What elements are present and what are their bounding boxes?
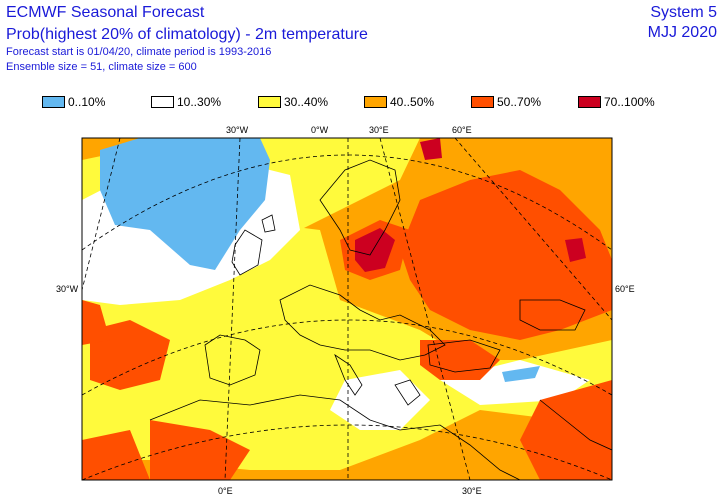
region-blue-greenland bbox=[100, 138, 270, 270]
legend-item-0-10: 0..10% bbox=[42, 95, 105, 109]
legend-item-10-30: 10..30% bbox=[151, 95, 221, 109]
legend-swatch bbox=[258, 96, 281, 108]
map-title: ECMWF Seasonal Forecast bbox=[6, 4, 205, 21]
lon-label-top-30e: 30°E bbox=[369, 125, 389, 135]
legend: 0..10% 10..30% 30..40% 40..50% 50..70% 7… bbox=[0, 92, 725, 112]
graticule-parallel-south bbox=[82, 424, 612, 480]
legend-label: 10..30% bbox=[177, 95, 222, 109]
legend-item-40-50: 40..50% bbox=[364, 95, 434, 109]
graticule-meridian-30e bbox=[379, 138, 471, 480]
forecast-period-label: MJJ 2020 bbox=[647, 24, 717, 41]
map-frame bbox=[81, 137, 613, 481]
coast-british-isles bbox=[231, 229, 263, 276]
caspian-lake bbox=[502, 366, 540, 382]
legend-label: 0..10% bbox=[68, 95, 106, 109]
coastlines bbox=[149, 159, 612, 480]
legend-label: 40..50% bbox=[390, 95, 435, 109]
region-redorange-w-edge bbox=[82, 300, 110, 345]
graticule bbox=[82, 138, 612, 480]
lon-label-right-60e: 60°E bbox=[615, 284, 635, 294]
lon-label-top-60e: 60°E bbox=[452, 125, 472, 135]
legend-label: 30..40% bbox=[284, 95, 329, 109]
graticule-meridian-60e bbox=[454, 138, 612, 321]
lon-label-bottom-30e: 30°E bbox=[462, 486, 482, 496]
region-redorange-sw bbox=[150, 420, 250, 480]
region-white-central bbox=[330, 370, 430, 430]
legend-swatch bbox=[578, 96, 601, 108]
legend-item-30-40: 30..40% bbox=[258, 95, 328, 109]
forecast-start-info: Forecast start is 01/04/20, climate peri… bbox=[6, 46, 272, 58]
coast-europe bbox=[279, 284, 446, 361]
lon-label-bottom-0e: 0°E bbox=[218, 486, 233, 496]
region-redorange-blacksea bbox=[420, 340, 500, 380]
coast-caspian-north bbox=[519, 299, 586, 331]
coast-iberia bbox=[204, 334, 261, 386]
coast-arabia bbox=[539, 399, 612, 451]
lon-label-top-30w: 30°W bbox=[226, 125, 249, 135]
ensemble-size-info: Ensemble size = 51, climate size = 600 bbox=[6, 61, 197, 73]
legend-item-50-70: 50..70% bbox=[471, 95, 541, 109]
legend-label: 50..70% bbox=[497, 95, 542, 109]
graticule-meridian-30w bbox=[224, 138, 241, 480]
region-redorange-russia bbox=[400, 170, 612, 340]
region-darkred-scandinavia bbox=[355, 228, 395, 272]
map-subtitle: Prob(highest 20% of climatology) - 2m te… bbox=[6, 26, 368, 43]
graticule-parallel-north bbox=[82, 154, 612, 251]
graticule-meridian-60w bbox=[82, 138, 121, 291]
coast-scandinavia bbox=[319, 159, 401, 256]
lon-label-left-30w: 30°W bbox=[56, 284, 79, 294]
coast-greece bbox=[394, 379, 421, 406]
coast-italy bbox=[334, 353, 363, 396]
legend-swatch bbox=[364, 96, 387, 108]
probability-field bbox=[82, 138, 612, 480]
legend-item-70-100: 70..100% bbox=[578, 95, 655, 109]
legend-swatch bbox=[471, 96, 494, 108]
coast-north-africa bbox=[149, 394, 521, 480]
legend-swatch bbox=[151, 96, 174, 108]
region-redorange-west-atlantic bbox=[90, 320, 170, 390]
lon-label-top-0w: 0°W bbox=[311, 125, 329, 135]
coast-black-sea bbox=[427, 339, 501, 373]
coast-iceland bbox=[261, 214, 276, 233]
region-redorange-far-sw bbox=[82, 430, 150, 480]
legend-swatch bbox=[42, 96, 65, 108]
system-label: System 5 bbox=[650, 4, 717, 21]
legend-label: 70..100% bbox=[604, 95, 655, 109]
region-darkred-north bbox=[420, 138, 442, 160]
region-darkred-east bbox=[565, 238, 586, 262]
